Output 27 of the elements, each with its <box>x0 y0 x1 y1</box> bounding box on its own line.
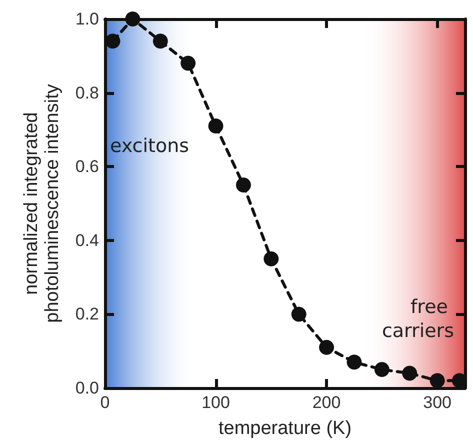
y-tick-label: 1.0 <box>75 10 99 28</box>
y-tick-label: 0.0 <box>75 378 99 398</box>
point <box>430 373 445 388</box>
y-tick-label: 0.6 <box>75 157 99 176</box>
y-tick-label: 0.2 <box>75 304 99 324</box>
x-tick-label: 300 <box>423 393 452 412</box>
point <box>236 178 251 193</box>
point <box>105 34 120 49</box>
x-tick-label: 100 <box>202 393 230 412</box>
point <box>374 362 390 378</box>
x-axis-title: temperature (K) <box>218 418 352 439</box>
point <box>319 340 334 355</box>
point <box>208 118 224 134</box>
band-label: excitons <box>110 135 190 157</box>
point <box>291 306 306 322</box>
y-tick-label: 0.8 <box>75 83 99 102</box>
y-tick-label: 0.4 <box>75 230 99 250</box>
point <box>152 34 168 49</box>
point <box>180 56 196 71</box>
x-tick-label: 0 <box>100 393 110 412</box>
x-tick-label: 200 <box>312 393 341 412</box>
point <box>402 366 418 381</box>
y-axis-title: normalized integrated photoluminescence intensity <box>21 84 63 323</box>
band-label: free carriers <box>382 296 454 342</box>
point <box>346 354 362 370</box>
point <box>125 12 140 26</box>
point <box>264 251 279 266</box>
